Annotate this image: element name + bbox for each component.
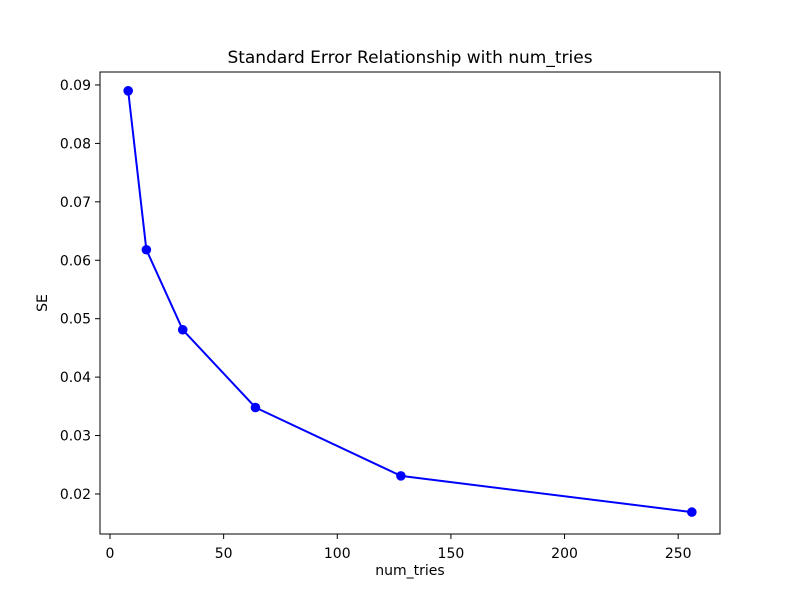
- data-line: [127, 89, 693, 514]
- y-tick-label: 0.06: [60, 253, 91, 269]
- plot-frame: [99, 71, 721, 535]
- x-tick-label: 50: [215, 546, 233, 562]
- chart-title: Standard Error Relationship with num_tri…: [227, 48, 592, 68]
- x-tick-label: 0: [106, 546, 115, 562]
- data-point: [250, 402, 261, 413]
- y-tick-label: 0.07: [60, 195, 91, 211]
- data-point: [177, 324, 188, 335]
- y-tick-label: 0.08: [60, 136, 91, 152]
- x-tick-label: 150: [438, 546, 465, 562]
- plot-area: 0 50 100 150 200 250 0.02 0.03 0.04 0.05 0.06 0.07 0…: [60, 71, 721, 562]
- y-axis-label: SE: [35, 294, 51, 312]
- y-tick-label: 0.02: [60, 487, 91, 503]
- x-tick-label: 100: [324, 546, 351, 562]
- x-tick-label: 200: [551, 546, 578, 562]
- y-tick-label: 0.04: [60, 370, 91, 386]
- data-point: [141, 244, 152, 255]
- x-axis-label: num_tries: [375, 563, 444, 579]
- x-tick-label: 250: [665, 546, 692, 562]
- y-tick-label: 0.09: [60, 78, 91, 94]
- data-point: [396, 471, 406, 481]
- y-tick-label: 0.03: [60, 429, 91, 445]
- data-point: [123, 86, 133, 96]
- data-point: [687, 507, 697, 517]
- y-tick-label: 0.05: [60, 312, 91, 328]
